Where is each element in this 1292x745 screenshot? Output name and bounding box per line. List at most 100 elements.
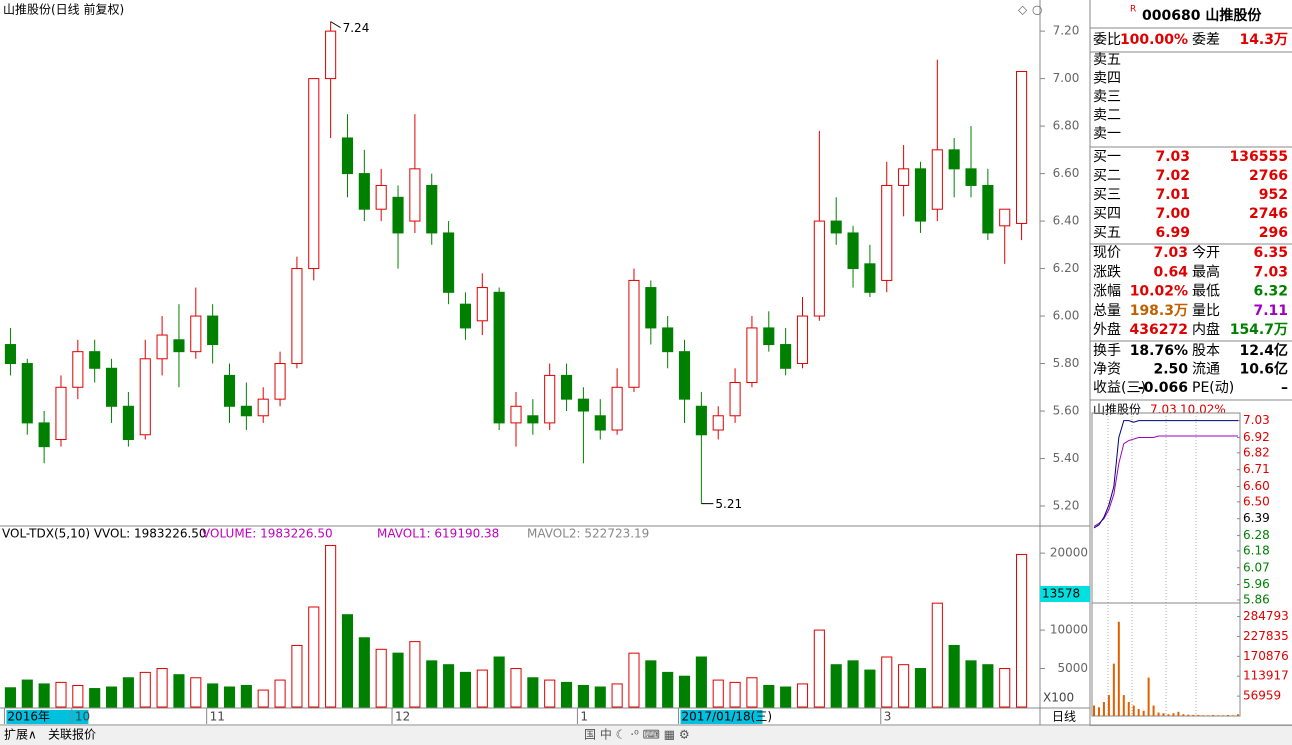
volume-bar [645,660,657,708]
volume-bar [999,668,1011,708]
quote-cell: 量比 [1192,303,1220,319]
mini-v-label: 284793 [1243,609,1289,623]
volume-bar [628,652,640,708]
mini-y-label: 6.50 [1243,494,1270,508]
volume-bar [864,669,876,708]
sell-label: 卖四 [1093,71,1121,87]
volume-bar [712,679,724,708]
candle-body [628,279,640,388]
footer-expand[interactable]: 扩展∧ [4,728,37,742]
ratio-cell: 14.3万 [1239,32,1288,48]
candle-body [476,287,488,322]
volume-bar [21,679,33,708]
y-tick-label: 6.20 [1053,261,1080,275]
mini-y-label: 5.96 [1243,577,1270,591]
volume-bar [780,686,792,708]
quote-cell: 最低 [1192,284,1220,300]
candle-body [223,374,236,407]
volume-bar [392,652,404,708]
mini-line [1093,420,1238,529]
quote-cell: 10.6亿 [1239,361,1288,378]
volume-bar [948,644,960,708]
candle-body [459,303,471,329]
y-tick-label: 5.20 [1053,499,1080,513]
quote-cell: 6.32 [1253,284,1288,300]
volume-bar [156,668,168,708]
volume-bar [89,688,101,708]
candle-body [38,422,50,448]
volume-bar [965,660,977,708]
quote-cell: 7.03 [1253,264,1288,280]
candle-body [678,351,691,400]
high-label: 7.24 [343,21,370,35]
footer-icons[interactable]: 国 中 ☾ ·⁰ ⌨ ▦ ⚙ [584,727,690,742]
buy-cell: 6.99 [1155,225,1190,241]
volume-bar [813,629,825,708]
vol-legend: VOLUME: 1983226.50 [202,527,333,541]
buy-cell: 7.00 [1155,206,1190,222]
footer-bar [0,726,1292,745]
y-tick-label: 5000 [1057,661,1088,675]
x-tick-label: 2016年 [7,710,50,724]
candle-body [645,287,657,329]
quote-cell: 2.50 [1153,362,1188,378]
volume-bar [746,677,758,708]
quote-cell: 6.35 [1253,245,1288,261]
y-tick-label: 5.40 [1053,451,1080,465]
y-tick-label: 7.20 [1053,24,1080,38]
buy-cell: 7.03 [1155,149,1190,165]
candle-body [207,315,219,346]
quote-cell: 流通 [1192,362,1220,378]
y-tick-label: 7.00 [1053,71,1080,85]
period-label[interactable]: 日线 [1052,710,1076,724]
candle-body [982,184,994,234]
quote-cell: 7.11 [1253,303,1288,319]
candle-body [662,327,674,353]
mini-pct: 10.02% [1180,403,1226,417]
buy-cell: 296 [1259,225,1288,241]
selected-date-bg [6,710,89,724]
low-label: 5.21 [715,497,742,511]
quote-cell: 净资 [1093,362,1121,378]
volume-bar [561,681,573,708]
flag: R [1130,5,1136,15]
y-tick-label: 5.60 [1053,404,1080,418]
mini-y-label: 6.39 [1243,511,1270,525]
mini-v-label: 227835 [1243,629,1289,643]
volume-bar [190,677,202,708]
x-tick-label: 1 [580,710,588,724]
x-tick-label: 3 [884,710,892,724]
candle-body [21,363,33,424]
quote-cell: 收益(三) [1093,380,1146,396]
volume-bar [207,683,219,708]
candle-body [240,405,252,417]
candle-body [712,415,724,431]
hi-pointer [330,21,341,29]
x-tick-label: 11 [210,710,225,724]
candle-body [544,374,556,424]
x-tick-label: 2017/01/18(三) [682,710,773,724]
candle-body [864,263,876,293]
quote-cell: 总量 [1093,303,1121,319]
ratio-cell: 委差 [1192,32,1220,48]
sell-label: 卖五 [1093,52,1121,68]
candle-body [898,168,910,186]
volume-bar [729,681,741,708]
volume-bar [510,668,522,708]
diamond-icon[interactable]: ◇ [1018,3,1028,17]
volume-bar [426,660,438,708]
y-tick-label: 20000 [1050,546,1088,560]
volume-bar [796,683,809,708]
mini-y-label: 6.71 [1243,462,1270,476]
quote-cell: 换手 [1093,342,1121,359]
quote-cell: 现价 [1093,245,1121,261]
candle-body [72,351,84,388]
candle-body [4,344,16,365]
footer-related[interactable]: 关联报价 [48,727,96,742]
close-icon[interactable]: ○ [1032,3,1042,17]
volume-bar [105,686,118,708]
buy-cell: 买二 [1093,168,1121,184]
volume-bar [375,648,387,708]
candle-body [426,184,438,234]
mini-y-label: 6.28 [1243,528,1270,542]
